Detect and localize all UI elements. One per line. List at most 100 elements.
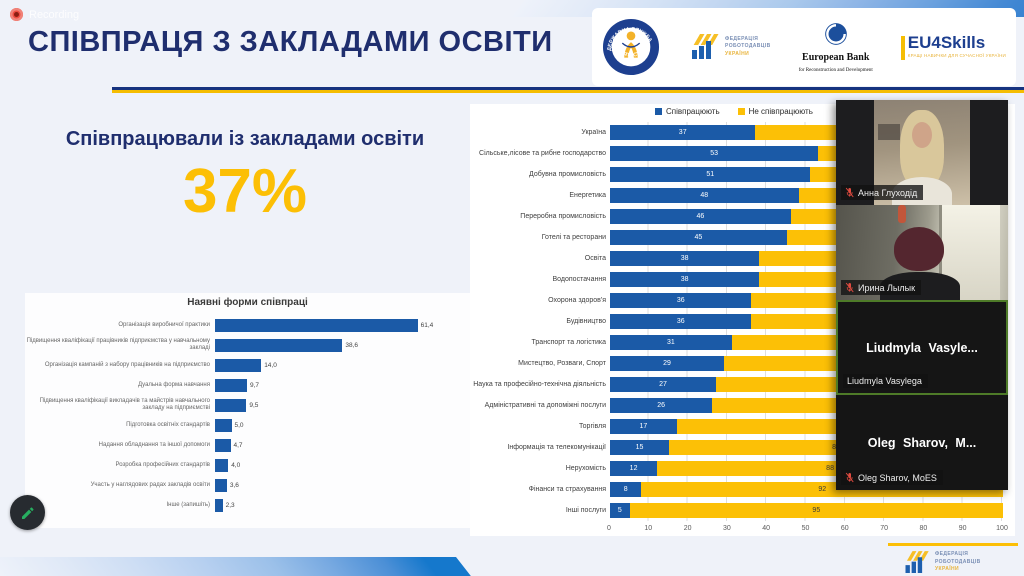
- category-label: Мистецтво, Розваги, Спорт: [518, 359, 606, 367]
- category-label: Добувна промисловість: [529, 170, 606, 178]
- ebrd-name: European Bank: [802, 52, 870, 63]
- cooperate-segment: 36: [610, 292, 752, 309]
- header-divider: [112, 87, 1024, 93]
- forms-chart-row: Надання обладнання та іншої допомоги 4,7: [25, 435, 470, 455]
- fru-line3: УКРАЇНИ: [725, 50, 750, 57]
- footer-fru-line2: РОБОТОДАВЦІВ: [935, 558, 981, 565]
- category-label: Участь у наглядових радах закладів освіт…: [90, 481, 210, 488]
- cooperate-segment: 37: [610, 124, 756, 141]
- legend-item-not-cooperate: Не співпрацюють: [737, 107, 813, 116]
- category-label: Водопостачання: [552, 275, 607, 283]
- logo-eu4skills: EU4Skills КРАЩІ НАВИЧКИ ДЛЯ СУЧАСНОЇ УКР…: [900, 34, 1006, 60]
- industry-chart-row: Інші послуги 5 95: [470, 500, 1015, 521]
- x-tick-label: 10: [644, 525, 653, 532]
- bottom-diagonal-stripes-decoration: [0, 557, 472, 576]
- recording-indicator: Recording: [10, 8, 79, 21]
- forms-chart-row: Підвищення кваліфікації викладачів та ма…: [25, 395, 470, 415]
- ebrd-subtitle: for Reconstruction and Development: [798, 68, 873, 73]
- value-label: 61,4: [420, 321, 434, 329]
- fru-line2: РОБОТОДАВЦІВ: [725, 43, 771, 50]
- x-tick-label: 100: [996, 525, 1008, 532]
- participant-name-chip: Oleg Sharov, MoES: [841, 470, 943, 485]
- bar: [215, 458, 229, 472]
- legend-swatch-yellow: [737, 108, 745, 115]
- fru-line1: ФЕДЕРАЦІЯ: [725, 35, 759, 42]
- value-label: 9,5: [249, 401, 259, 409]
- logo-state-employment-service: ДЕРЖАВНА СЛУЖБА ЗАЙНЯТОСТІ: [602, 18, 660, 76]
- category-label: Організація кампаній з набору працівникі…: [44, 361, 210, 368]
- bar: [215, 478, 227, 492]
- participant-tile-anna[interactable]: Анна Глуходід: [836, 100, 1008, 205]
- category-label: Дуальна форма навчання: [137, 381, 210, 388]
- recording-icon: [10, 8, 23, 21]
- employment-service-icon: ДЕРЖАВНА СЛУЖБА ЗАЙНЯТОСТІ: [602, 18, 660, 76]
- participant-display-name: Liudmyla Vasyle...: [866, 340, 978, 355]
- page-title: СПІВПРАЦЯ З ЗАКЛАДАМИ ОСВІТИ: [28, 26, 553, 58]
- fru-icon: [692, 34, 719, 59]
- x-tick-label: 60: [840, 525, 849, 532]
- category-label: Розробка професійних стандартів: [115, 461, 211, 468]
- cooperate-segment: 53: [610, 145, 819, 162]
- chart-legend: Співпрацюють Не співпрацюють: [655, 107, 813, 116]
- cooperate-segment: 46: [610, 208, 791, 225]
- category-label: Переробна промисловість: [520, 212, 606, 220]
- category-label: Адміністративні та допоміжні послуги: [484, 401, 606, 409]
- mic-muted-icon: [845, 282, 854, 293]
- cooperate-segment: 26: [610, 397, 713, 414]
- webcam-video: [874, 100, 970, 205]
- bar: [215, 498, 223, 512]
- value-label: 5,0: [234, 421, 244, 429]
- value-label: 14,0: [264, 361, 277, 369]
- not-cooperate-segment: 95: [629, 502, 1003, 519]
- value-label: 4,0: [231, 461, 241, 469]
- participant-tile-oleg[interactable]: Oleg Sharov, M... Oleg Sharov, MoES: [836, 395, 1008, 490]
- x-axis: 0 10 20 30 40 50 60 70 80 90 100: [607, 525, 1008, 537]
- cooperate-segment: 29: [610, 355, 724, 372]
- logo-fru: ФЕДЕРАЦІЯ РОБОТОДАВЦІВ УКРАЇНИ: [688, 33, 771, 61]
- category-label: Готелі та ресторани: [541, 233, 606, 241]
- webcam-video: [836, 205, 1008, 300]
- bar: [215, 318, 418, 332]
- category-label: Інші послуги: [565, 506, 606, 514]
- annotate-button[interactable]: [10, 495, 45, 530]
- cooperate-segment: 8: [610, 481, 642, 498]
- participant-name: Liudmyla Vasylega: [847, 376, 922, 386]
- bar: [215, 338, 343, 352]
- participant-tile-liudmyla[interactable]: Liudmyla Vasyle... Liudmyla Vasylega: [836, 300, 1008, 395]
- x-tick-label: 30: [722, 525, 731, 532]
- forms-chart-row: Участь у наглядових радах закладів освіт…: [25, 475, 470, 495]
- category-label: Підвищення кваліфікації викладачів та ма…: [39, 398, 210, 411]
- forms-of-cooperation-chart: Наявні форми співпраці Організація вироб…: [25, 293, 470, 528]
- headline-stat: Співпрацювали із закладами освіти 37%: [40, 128, 450, 224]
- eu4skills-bar-icon: [900, 36, 905, 60]
- category-label: Енергетика: [569, 191, 606, 199]
- cooperate-segment: 27: [610, 376, 717, 393]
- legend-item-cooperate: Співпрацюють: [655, 107, 720, 116]
- category-label: Підготовка освітніх стандартів: [126, 421, 210, 428]
- cooperate-segment: 45: [610, 229, 787, 246]
- x-tick-label: 90: [958, 525, 967, 532]
- forms-chart-title: Наявні форми співпраці: [187, 297, 308, 308]
- participant-tile-iryna[interactable]: Ирина Лылык: [836, 205, 1008, 300]
- forms-chart-row: Підвищення кваліфікації працівників підп…: [25, 335, 470, 355]
- category-label: Наука та професійно-технічна діяльність: [473, 380, 606, 388]
- category-label: Будівництво: [566, 317, 606, 325]
- cooperate-segment: 38: [610, 271, 760, 288]
- value-label: 2,3: [225, 501, 235, 509]
- cooperate-segment: 36: [610, 313, 752, 330]
- category-label: Сільське,лісове та рибне господарство: [479, 149, 606, 157]
- cooperate-segment: 31: [610, 334, 732, 351]
- legend-label-not-cooperate: Не співпрацюють: [748, 107, 813, 116]
- category-label: Інше (запишіть): [166, 501, 210, 508]
- participant-name-chip: Ирина Лылык: [841, 280, 922, 295]
- bar: [215, 438, 231, 452]
- category-label: Нерухомість: [565, 464, 606, 472]
- participant-name: Анна Глуходід: [858, 187, 918, 198]
- forms-chart-row: Організація кампаній з набору працівникі…: [25, 355, 470, 375]
- pencil-icon: [21, 506, 34, 519]
- footer-fru-line3: УКРАЇНИ: [935, 566, 960, 573]
- stacked-bar: 5 95: [610, 502, 1003, 519]
- participant-name: Ирина Лылык: [858, 282, 916, 293]
- category-label: Фінанси та страхування: [528, 485, 606, 493]
